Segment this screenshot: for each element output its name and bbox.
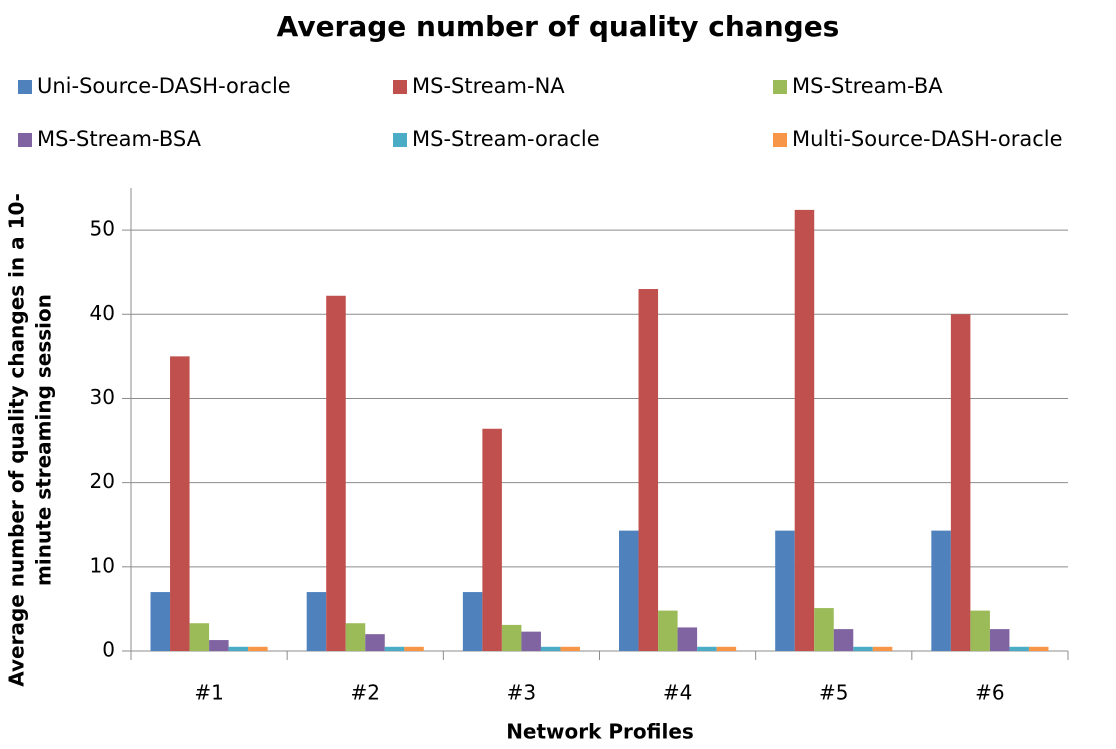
chart-title: Average number of quality changes: [277, 10, 840, 43]
legend-swatch: [773, 133, 787, 147]
bar: [1009, 646, 1029, 651]
legend-swatch: [18, 133, 32, 147]
bar: [970, 610, 990, 651]
y-tick-label: 30: [90, 385, 115, 409]
bar: [306, 592, 327, 651]
x-tick-label: #6: [975, 681, 1004, 705]
y-axis-title-line: Average number of quality changes in a 1…: [5, 193, 29, 687]
legend-label: MS-Stream-BA: [792, 74, 943, 98]
bar: [658, 610, 678, 651]
x-tick-label: #2: [351, 681, 380, 705]
bar: [950, 314, 971, 651]
bar: [170, 356, 190, 651]
y-tick-label: 40: [90, 301, 115, 325]
bar: [365, 634, 385, 651]
bar: [345, 623, 366, 651]
bar: [638, 289, 659, 651]
bar: [228, 646, 249, 651]
bar: [248, 646, 268, 651]
bar: [677, 627, 698, 651]
bar: [482, 428, 502, 651]
bar: [384, 646, 405, 651]
bar: [209, 640, 229, 651]
bar: [775, 530, 795, 651]
x-tick-label: #3: [507, 681, 536, 705]
legend-swatch: [393, 80, 407, 94]
y-axis-title-line: minute streaming session: [32, 294, 56, 586]
legend-label: Multi-Source-DASH-oracle: [792, 127, 1063, 151]
x-tick-label: #4: [663, 681, 692, 705]
bar: [794, 209, 815, 651]
x-tick-label: #1: [194, 681, 223, 705]
bar: [931, 530, 951, 651]
bar: [619, 530, 639, 651]
bar: [404, 646, 424, 651]
bar: [150, 592, 171, 651]
y-tick-label: 20: [90, 469, 115, 493]
y-axis-title: Average number of quality changes in a 1…: [5, 193, 56, 687]
bar: [326, 295, 346, 651]
bar: [462, 592, 483, 651]
y-tick-label: 10: [90, 553, 115, 577]
bar: [501, 624, 522, 651]
bar: [521, 631, 541, 651]
bar: [853, 646, 873, 651]
legend-label: MS-Stream-BSA: [37, 127, 202, 151]
legend-label: MS-Stream-NA: [412, 74, 565, 98]
x-axis-title: Network Profiles: [506, 720, 694, 744]
legend-label: Uni-Source-DASH-oracle: [37, 74, 291, 98]
bar: [716, 646, 737, 651]
bar: [1028, 646, 1049, 651]
bar: [540, 646, 561, 651]
bar: [833, 629, 854, 651]
bar: [872, 646, 893, 651]
bar: [189, 623, 210, 651]
legend-label: MS-Stream-oracle: [412, 127, 600, 151]
bar: [989, 629, 1010, 651]
bar: [814, 608, 834, 651]
y-tick-label: 0: [102, 638, 115, 662]
x-tick-label: #5: [819, 681, 848, 705]
bar: [560, 646, 580, 651]
legend-swatch: [773, 80, 787, 94]
bar: [697, 646, 717, 651]
y-tick-label: 50: [90, 217, 115, 241]
legend-swatch: [18, 80, 32, 94]
legend-swatch: [393, 133, 407, 147]
